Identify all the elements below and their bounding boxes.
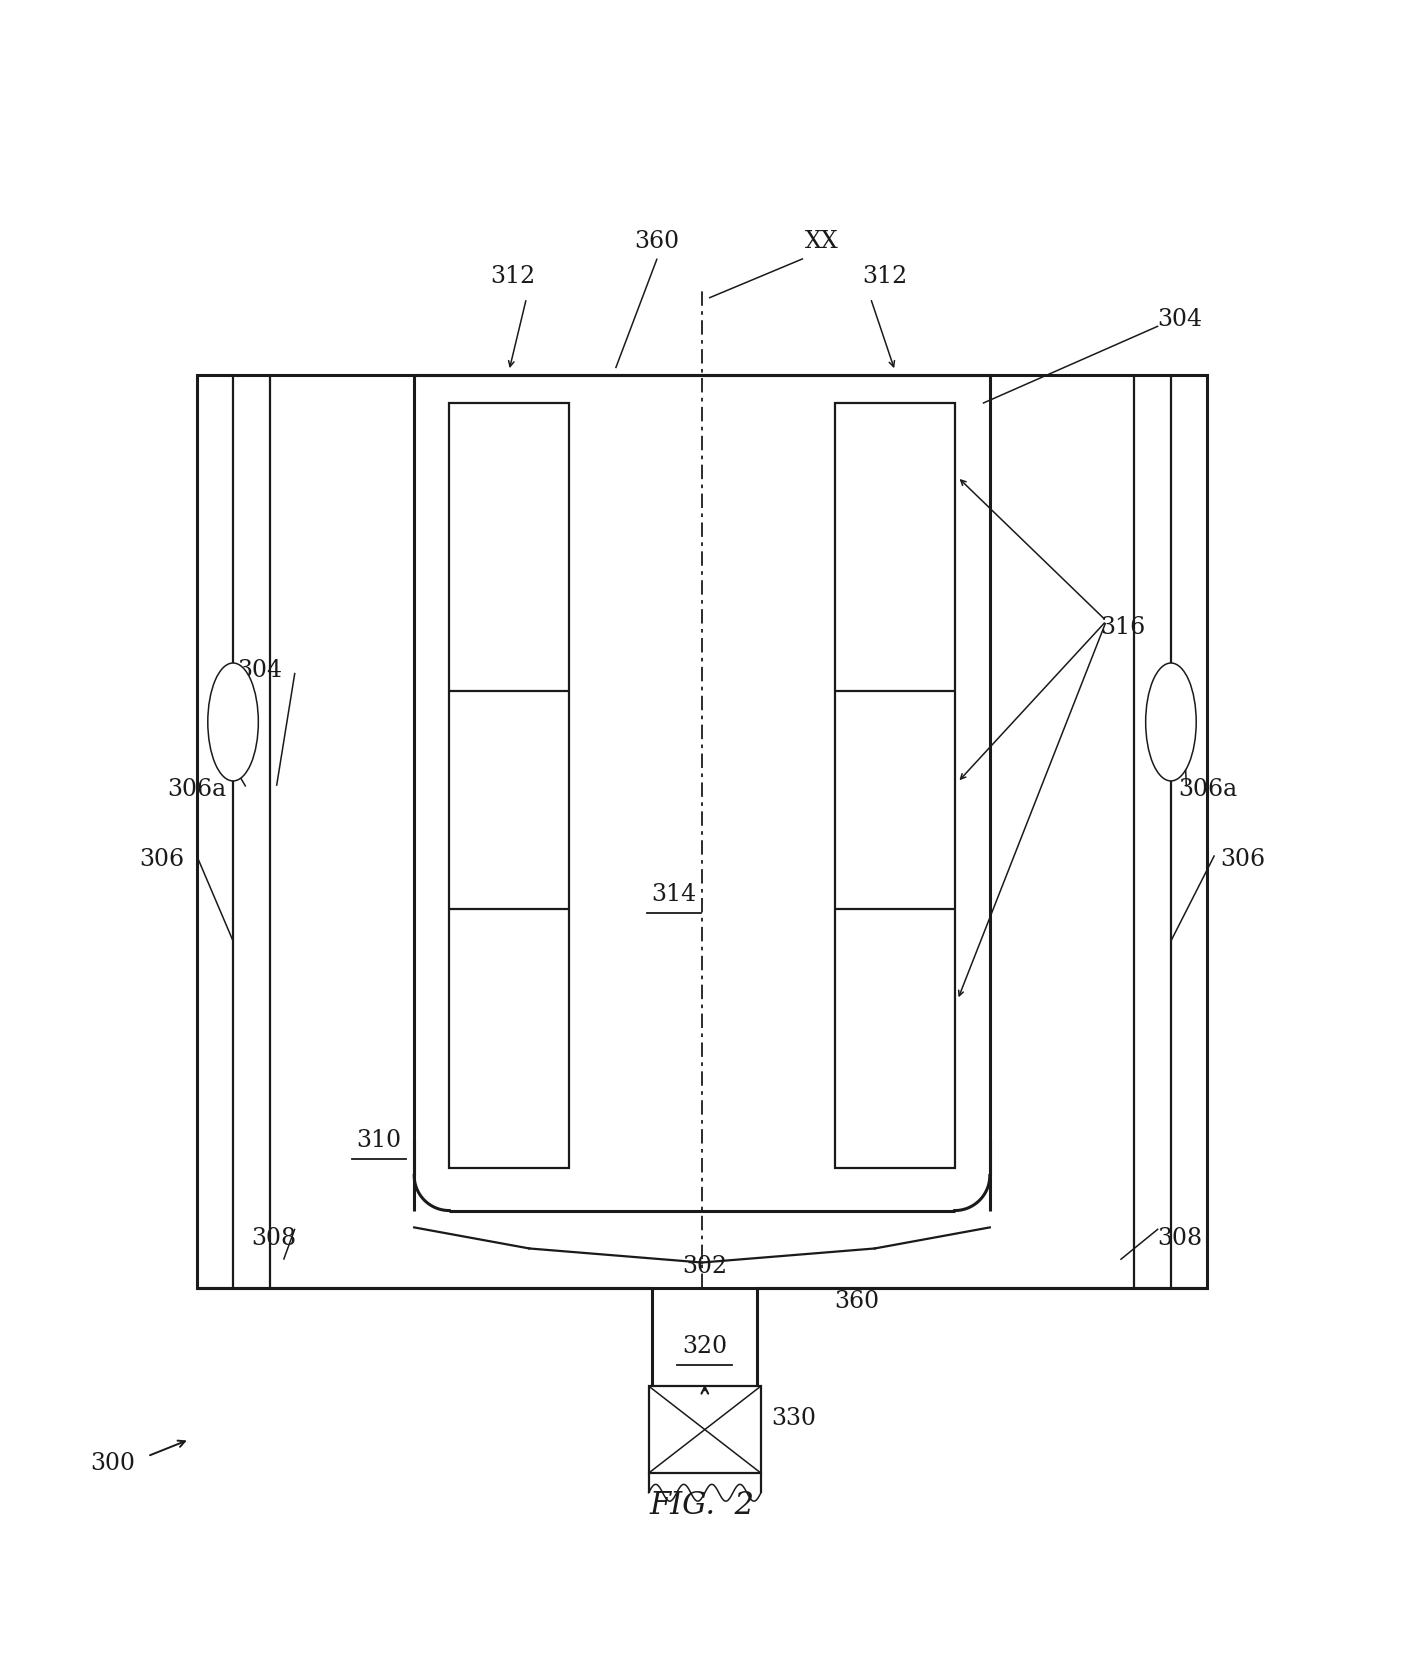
Text: 308: 308 [251, 1228, 296, 1249]
Text: 306: 306 [1220, 849, 1265, 870]
Ellipse shape [1146, 662, 1196, 781]
Text: 302: 302 [682, 1254, 727, 1278]
Bar [197, 376, 1207, 1288]
Text: 312: 312 [862, 265, 907, 288]
Text: FIG.  2: FIG. 2 [650, 1489, 754, 1521]
Text: 314: 314 [651, 884, 696, 906]
Bar [649, 1387, 761, 1472]
Bar [835, 402, 955, 1169]
Text: 360: 360 [834, 1290, 879, 1313]
Text: 306: 306 [139, 849, 184, 870]
Text: 306a: 306a [167, 778, 226, 802]
Text: 304: 304 [1157, 307, 1202, 330]
Text: 320: 320 [682, 1335, 727, 1358]
Text: 360: 360 [635, 230, 680, 253]
Bar [449, 402, 569, 1169]
Text: 300: 300 [90, 1452, 135, 1474]
Ellipse shape [208, 662, 258, 781]
Text: XX: XX [804, 230, 838, 253]
Text: 308: 308 [1157, 1228, 1202, 1249]
Text: 310: 310 [357, 1129, 402, 1152]
Text: 306a: 306a [1178, 778, 1237, 802]
Text: 330: 330 [771, 1407, 816, 1430]
Text: 304: 304 [237, 659, 282, 681]
Text: 312: 312 [490, 265, 535, 288]
Text: 316: 316 [1101, 617, 1146, 639]
